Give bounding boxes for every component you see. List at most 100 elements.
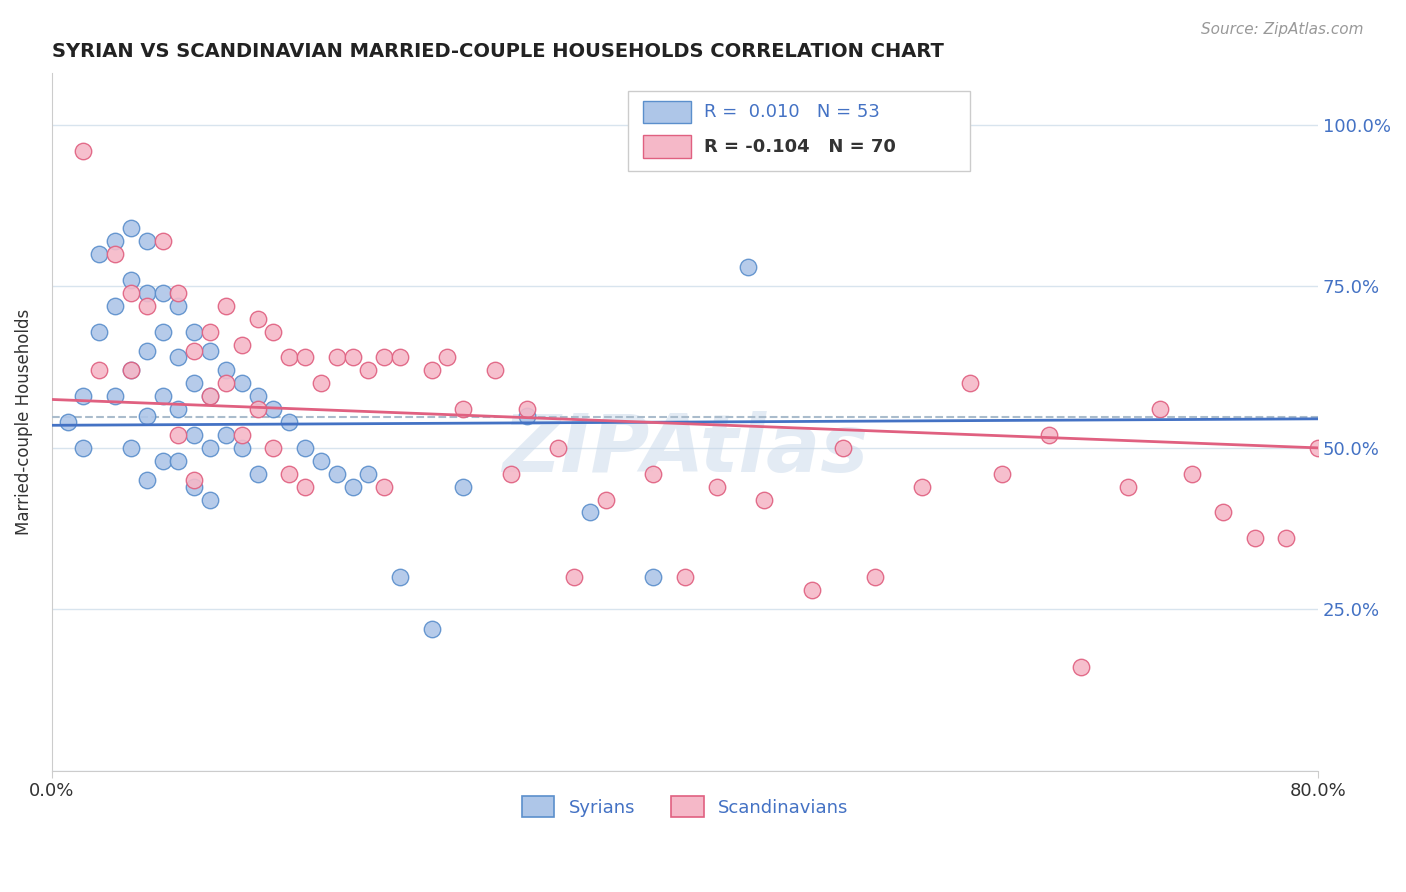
Point (388, 351, 411, 365)
Point (800, 582, 823, 597)
Point (215, 376, 238, 391)
Point (453, 480, 475, 494)
Text: ZIPAtlas: ZIPAtlas (502, 411, 868, 489)
Point (104, 247, 127, 261)
Y-axis label: Married-couple Households: Married-couple Households (15, 309, 32, 535)
Point (183, 473, 205, 487)
Point (499, 467, 522, 481)
Point (1116, 480, 1139, 494)
Point (183, 428, 205, 442)
Point (357, 363, 380, 377)
Point (388, 570, 411, 584)
Point (373, 480, 395, 494)
Point (198, 441, 221, 455)
Point (135, 344, 157, 359)
Point (373, 351, 395, 365)
Point (325, 467, 347, 481)
Point (104, 299, 127, 313)
Point (215, 363, 238, 377)
Point (562, 570, 585, 584)
Point (1243, 531, 1265, 545)
Point (183, 344, 205, 359)
Point (911, 480, 934, 494)
Point (120, 363, 142, 377)
Point (167, 285, 190, 300)
Legend: Syrians, Scandinavians: Syrians, Scandinavians (515, 789, 856, 824)
Point (262, 402, 284, 417)
Point (863, 570, 886, 584)
Point (152, 325, 174, 339)
Point (246, 402, 269, 417)
Point (547, 441, 569, 455)
Point (231, 428, 253, 442)
Point (215, 299, 238, 313)
Point (167, 299, 190, 313)
Point (357, 467, 380, 481)
Point (309, 454, 332, 468)
Point (72, 389, 94, 403)
Point (120, 273, 142, 287)
Point (183, 325, 205, 339)
Point (135, 409, 157, 423)
Point (1308, 441, 1330, 455)
Point (325, 351, 347, 365)
Point (167, 402, 190, 417)
Point (183, 376, 205, 391)
Point (706, 480, 728, 494)
Point (104, 389, 127, 403)
Point (990, 467, 1012, 481)
Point (309, 376, 332, 391)
Point (278, 467, 301, 481)
Point (198, 344, 221, 359)
Point (294, 441, 316, 455)
Point (198, 325, 221, 339)
Point (643, 570, 665, 584)
Point (183, 480, 205, 494)
Point (198, 389, 221, 403)
Point (120, 441, 142, 455)
Point (1070, 660, 1092, 674)
Point (294, 480, 316, 494)
Text: R =  0.010   N = 53: R = 0.010 N = 53 (704, 103, 880, 120)
Text: R = -0.104   N = 70: R = -0.104 N = 70 (704, 137, 896, 155)
Point (579, 505, 602, 519)
Point (516, 409, 538, 423)
Point (278, 415, 301, 429)
FancyBboxPatch shape (643, 101, 692, 123)
Point (246, 467, 269, 481)
Point (231, 376, 253, 391)
Point (453, 402, 475, 417)
Point (89, 363, 111, 377)
Point (342, 480, 364, 494)
Point (246, 389, 269, 403)
Point (1212, 505, 1234, 519)
Point (832, 441, 855, 455)
Point (231, 337, 253, 351)
Point (278, 351, 301, 365)
Point (752, 492, 775, 507)
Point (167, 351, 190, 365)
Point (1275, 531, 1298, 545)
Point (436, 351, 458, 365)
Point (152, 454, 174, 468)
Point (167, 454, 190, 468)
Point (959, 376, 981, 391)
Text: Source: ZipAtlas.com: Source: ZipAtlas.com (1201, 22, 1364, 37)
Point (152, 389, 174, 403)
Point (152, 235, 174, 249)
Text: SYRIAN VS SCANDINAVIAN MARRIED-COUPLE HOUSEHOLDS CORRELATION CHART: SYRIAN VS SCANDINAVIAN MARRIED-COUPLE HO… (52, 42, 943, 61)
Point (215, 428, 238, 442)
FancyBboxPatch shape (628, 91, 970, 171)
Point (120, 221, 142, 235)
Point (420, 363, 443, 377)
Point (262, 325, 284, 339)
Point (120, 363, 142, 377)
Point (89, 325, 111, 339)
Point (420, 622, 443, 636)
Point (231, 441, 253, 455)
Point (262, 441, 284, 455)
FancyBboxPatch shape (643, 136, 692, 158)
Point (198, 492, 221, 507)
Point (120, 285, 142, 300)
Point (1038, 428, 1060, 442)
